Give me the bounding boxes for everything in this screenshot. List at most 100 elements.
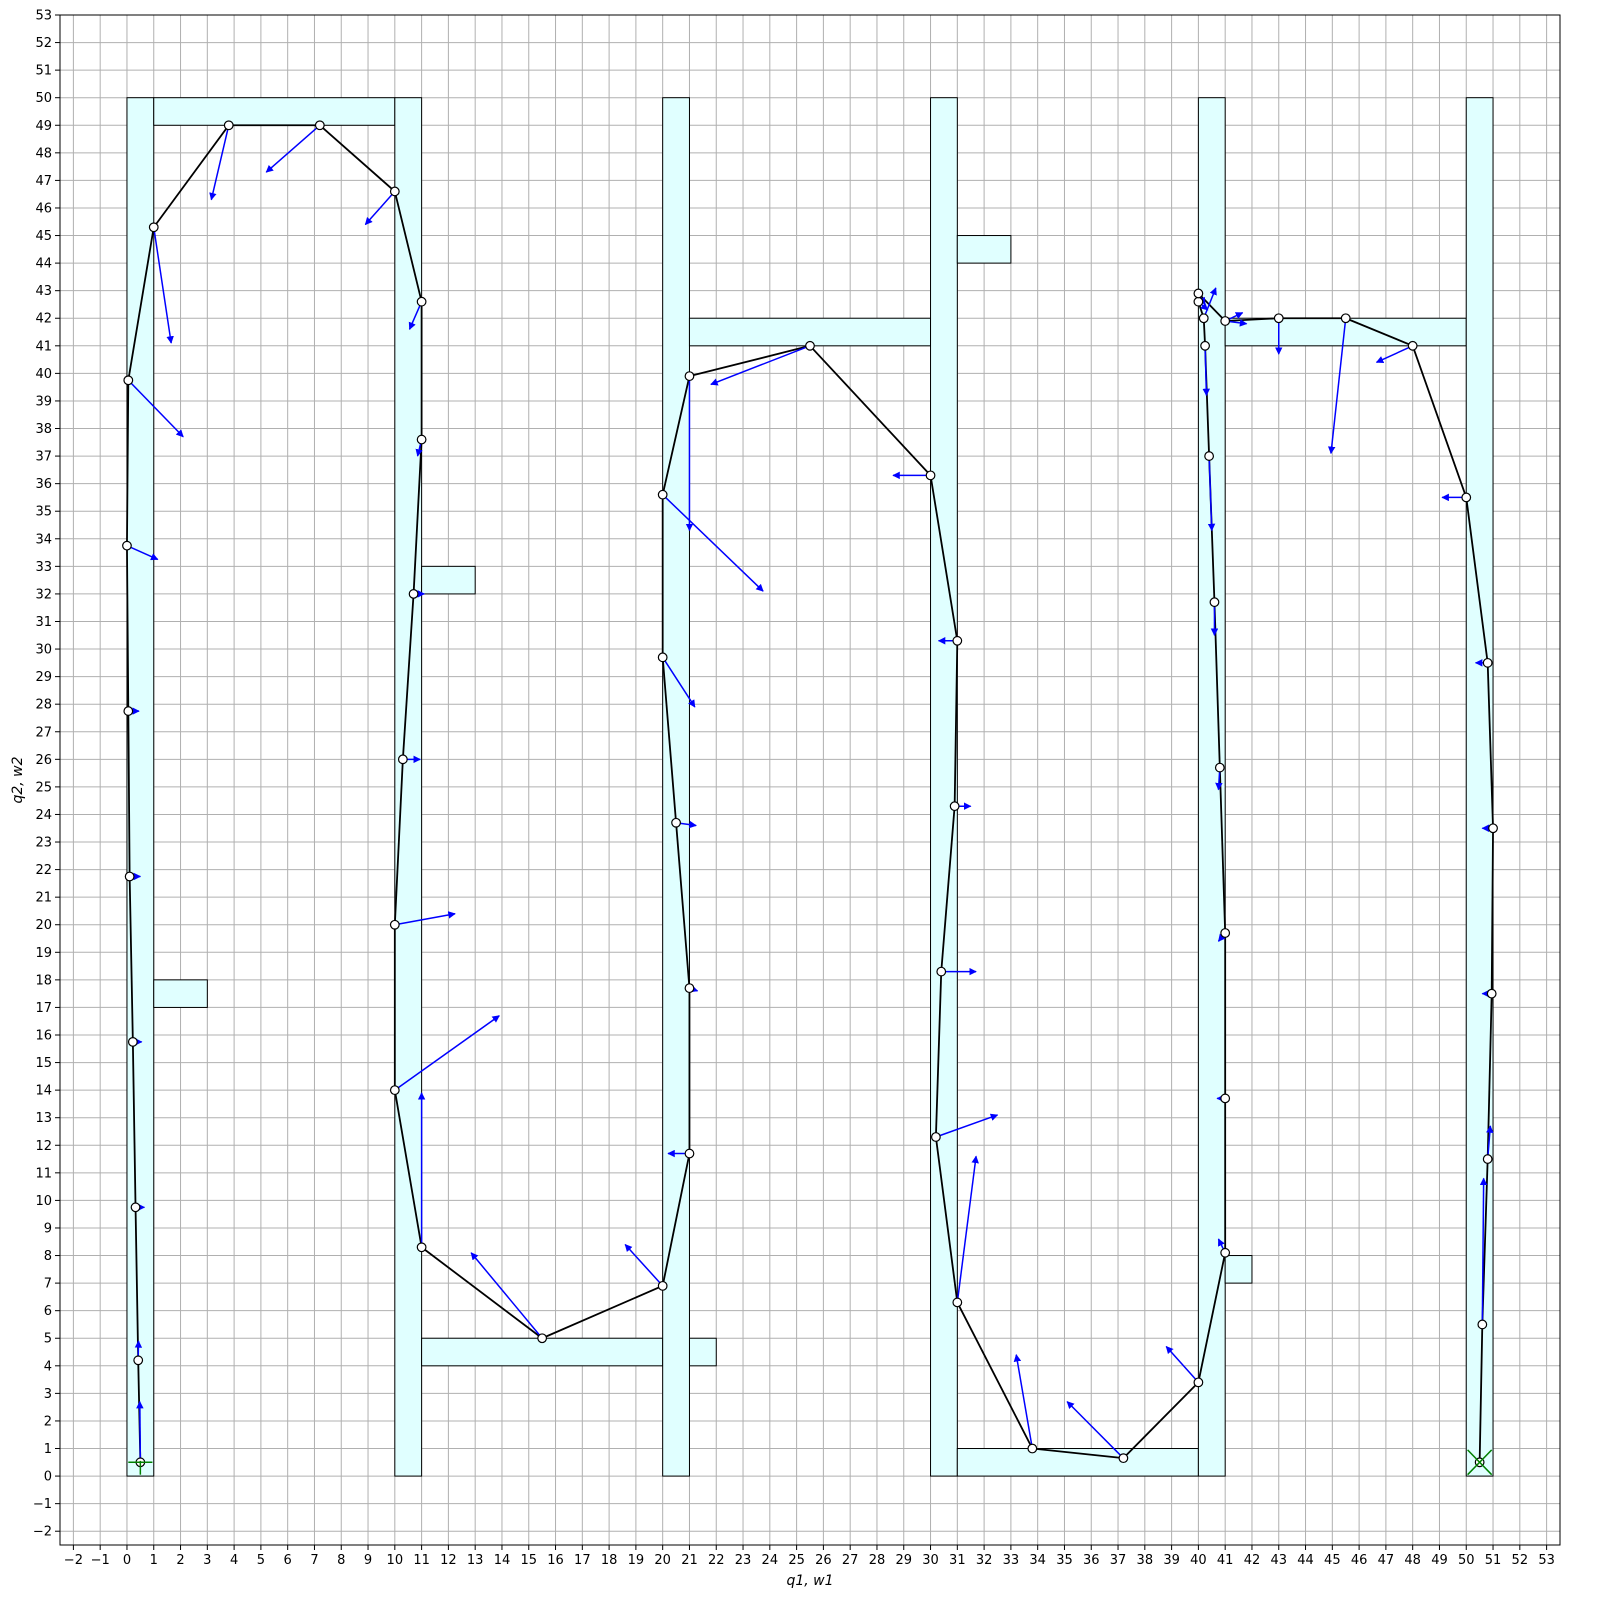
waypoint — [389, 919, 400, 930]
waypoint — [1193, 296, 1204, 307]
waypoint — [684, 371, 695, 382]
y-tick-label: 16 — [35, 1029, 52, 1044]
y-tick-label: 47 — [35, 174, 52, 189]
velocity-arrow — [956, 1155, 979, 1303]
axis-ticks: −2 −1 0 1 2 3 4 5 6 7 8 9 10 11 12 13 14 15 16 17 18 19 20 21 22… — [33, 9, 1555, 1569]
region-rect — [662, 97, 690, 1477]
region-rect — [153, 97, 396, 126]
velocity-arrow — [265, 124, 321, 173]
x-tick-label: 9 — [364, 1553, 372, 1568]
velocity-arrow — [364, 190, 396, 226]
waypoint — [123, 375, 134, 386]
y-tick-label: 1 — [44, 1442, 52, 1457]
waypoint — [127, 1036, 138, 1047]
waypoint — [1220, 316, 1231, 326]
x-tick-label: 51 — [1485, 1553, 1502, 1568]
velocity-arrow — [710, 345, 811, 386]
x-tick-label: 23 — [735, 1553, 752, 1568]
y-tick-label: 38 — [35, 422, 52, 437]
velocity-arrow — [1207, 456, 1216, 532]
y-tick-label: −1 — [33, 1497, 52, 1512]
velocity-arrow — [1375, 345, 1413, 364]
x-tick-label: 48 — [1404, 1553, 1421, 1568]
waypoint — [952, 1297, 963, 1308]
y-tick-label: 19 — [35, 946, 52, 961]
velocity-arrow — [1479, 1177, 1488, 1325]
waypoint — [416, 434, 427, 445]
x-tick-label: 32 — [976, 1553, 993, 1568]
velocity-arrow — [126, 544, 159, 561]
region-rect — [421, 565, 476, 595]
trajectory — [126, 124, 1494, 1463]
y-tick-label: 41 — [35, 339, 52, 354]
y-tick-label: 32 — [35, 587, 52, 602]
waypoint — [684, 1148, 695, 1159]
x-tick-label: 47 — [1378, 1553, 1395, 1568]
x-tick-label: 38 — [1137, 1553, 1154, 1568]
y-tick-label: 26 — [35, 753, 52, 768]
y-tick-label: 35 — [35, 505, 52, 520]
waypoint — [925, 470, 936, 481]
x-tick-label: 43 — [1270, 1553, 1287, 1568]
velocity-arrow — [394, 911, 456, 926]
waypoint — [1220, 928, 1231, 938]
waypoint — [684, 983, 695, 994]
waypoint — [805, 340, 815, 351]
waypoint — [952, 635, 963, 646]
x-tick-label: 34 — [1029, 1553, 1046, 1568]
y-tick-label: 29 — [35, 670, 52, 685]
velocity-arrow — [935, 1113, 999, 1138]
waypoint — [1193, 1377, 1204, 1388]
waypoint — [1407, 340, 1418, 351]
waypoint — [930, 1132, 941, 1142]
waypoint — [1482, 657, 1493, 668]
velocity-arrow — [662, 494, 764, 592]
waypoint — [314, 120, 325, 131]
waypoint — [148, 222, 159, 233]
x-tick-label: 4 — [230, 1553, 238, 1568]
y-tick-label: 15 — [35, 1056, 52, 1071]
velocity-arrow — [1202, 345, 1210, 397]
y-tick-label: 37 — [35, 450, 52, 465]
y-tick-label: 49 — [35, 119, 52, 134]
waypoint — [1482, 1154, 1493, 1164]
x-tick-label: 10 — [387, 1553, 404, 1568]
y-tick-label: 36 — [35, 477, 52, 492]
waypoint — [949, 801, 960, 812]
x-tick-label: 53 — [1538, 1553, 1555, 1568]
x-tick-label: 18 — [601, 1553, 618, 1568]
waypoint — [1193, 288, 1204, 299]
y-tick-label: 4 — [44, 1359, 52, 1374]
velocity-arrow — [1327, 318, 1347, 455]
x-tick-label: 49 — [1431, 1553, 1448, 1568]
region-rect — [1224, 1255, 1253, 1284]
y-tick-label: 5 — [44, 1332, 52, 1347]
waypoint — [1214, 762, 1225, 773]
waypoints — [122, 120, 1498, 1468]
x-tick-label: 46 — [1351, 1553, 1368, 1568]
y-tick-label: 12 — [35, 1139, 52, 1154]
x-tick-label: 0 — [123, 1553, 131, 1568]
waypoint — [223, 120, 234, 131]
x-tick-label: 31 — [949, 1553, 966, 1568]
y-tick-label: 7 — [44, 1277, 52, 1292]
x-tick-label: 21 — [681, 1553, 698, 1568]
velocity-arrow — [470, 1252, 543, 1339]
waypoint — [389, 1085, 400, 1096]
waypoint — [1461, 492, 1472, 503]
x-tick-label: 25 — [788, 1553, 805, 1568]
y-tick-label: 40 — [35, 367, 52, 382]
x-tick-label: 7 — [310, 1553, 318, 1568]
waypoint — [1220, 1093, 1231, 1104]
y-tick-label: 30 — [35, 643, 52, 658]
x-tick-label: 20 — [654, 1553, 671, 1568]
waypoint — [1204, 451, 1215, 461]
velocity-arrow — [127, 379, 184, 438]
start-goal-markers — [128, 1449, 1493, 1476]
velocity-arrow — [662, 656, 696, 708]
waypoint — [416, 296, 427, 307]
x-tick-label: 11 — [413, 1553, 430, 1568]
y-axis-label: q2, w2 — [10, 756, 26, 803]
y-tick-label: 10 — [35, 1194, 52, 1209]
velocity-arrow — [209, 125, 230, 201]
